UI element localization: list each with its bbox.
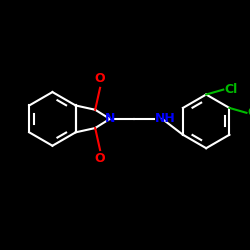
Text: O: O: [95, 152, 106, 166]
Text: O: O: [95, 72, 106, 85]
Text: N: N: [105, 112, 115, 126]
Text: Cl: Cl: [224, 83, 238, 96]
Text: NH: NH: [155, 112, 176, 126]
Text: Cl: Cl: [248, 106, 250, 119]
